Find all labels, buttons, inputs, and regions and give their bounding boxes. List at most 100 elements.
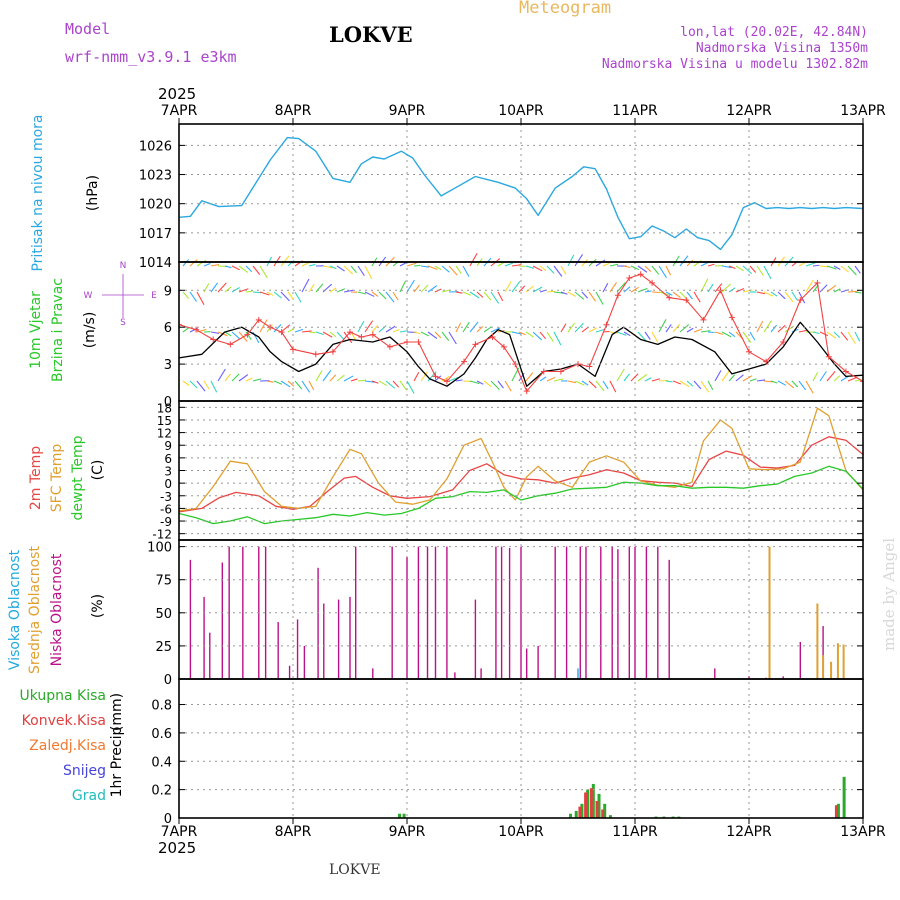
legend-hail: Grad <box>72 788 106 804</box>
wind-barb <box>805 262 816 267</box>
wind-barb <box>826 370 836 382</box>
pressure-line <box>179 136 863 251</box>
wind-barb <box>196 380 206 392</box>
wind-barb <box>371 325 379 333</box>
station-title: LOKVE <box>329 22 413 47</box>
cloud-tick-label: 50 <box>155 607 172 622</box>
wind-barb <box>476 291 484 298</box>
gust-marker <box>700 316 707 323</box>
wind-barb <box>854 291 862 294</box>
wind-barb <box>448 331 457 345</box>
total-precip-bar <box>842 776 846 818</box>
wind-barb <box>476 325 484 333</box>
wind-barb <box>441 289 451 293</box>
gust-marker <box>255 316 262 323</box>
wind-barb <box>518 285 526 293</box>
gust-marker <box>386 343 393 350</box>
wind-barb <box>427 265 438 270</box>
wind-barb <box>399 380 408 391</box>
wind-barb <box>406 262 417 267</box>
wind-barb <box>329 331 337 338</box>
gust-marker <box>329 348 336 355</box>
wind-barb <box>637 373 648 382</box>
wind-barb <box>602 282 609 293</box>
wind-barb <box>784 291 794 303</box>
wind-barb <box>413 264 421 267</box>
wind-barb <box>217 282 227 293</box>
gust-marker <box>860 378 863 385</box>
wind-barb <box>469 291 480 299</box>
wind-barb <box>273 255 281 267</box>
x-tick-label-top: 11APR <box>612 103 658 119</box>
wind-barb <box>539 265 547 272</box>
gust-marker <box>369 331 376 338</box>
wind-barb <box>196 259 207 267</box>
wind-barb <box>385 325 396 333</box>
meteogram-title: Meteogram <box>519 0 612 18</box>
gust-marker <box>825 353 832 360</box>
temperature-tick-label: -12 <box>152 528 172 542</box>
wind-barb <box>609 331 619 334</box>
gust-marker <box>814 279 821 286</box>
elevation-label: Nadmorska Visina 1350m <box>695 41 868 56</box>
gust-marker <box>746 348 752 355</box>
pressure-tick-label: 1023 <box>139 169 172 184</box>
x-tick-label-bottom: 7APR <box>161 824 198 840</box>
wind-barb <box>854 331 861 342</box>
wind-barb <box>672 380 682 385</box>
wind-barb <box>777 291 786 300</box>
wind-barb <box>497 291 504 302</box>
wind-barb <box>196 291 205 306</box>
wind-barb <box>693 380 702 390</box>
wind-barb <box>252 265 261 275</box>
wind-barb <box>245 290 253 293</box>
wind-barb <box>525 372 534 382</box>
wind-tick-label: 6 <box>164 321 172 336</box>
gust-marker <box>461 358 467 365</box>
wind-barb <box>644 331 651 340</box>
x-tick-label-bottom: 12APR <box>726 824 772 840</box>
wind-barb <box>539 331 546 340</box>
wind-barb <box>525 285 534 293</box>
wind-barb <box>420 265 430 268</box>
wind-barb <box>301 380 311 393</box>
wind-barb <box>336 331 345 340</box>
wind-barb <box>672 323 681 333</box>
gust-marker <box>290 346 296 353</box>
total-precip-bar <box>569 813 573 818</box>
total-precip-bar <box>402 813 406 818</box>
temperature-tick-label: 12 <box>157 427 172 441</box>
wind-barb <box>672 255 680 267</box>
total-precip-bar <box>580 803 584 818</box>
dewpoint-line <box>179 465 863 525</box>
wind-barb <box>343 265 354 275</box>
wind-barb <box>322 283 333 293</box>
wind-barb <box>182 380 190 386</box>
wind-barb <box>553 331 562 346</box>
wind-barb <box>259 319 268 333</box>
wind-barb <box>273 324 282 333</box>
wind-barb <box>679 291 689 302</box>
gust-marker <box>415 338 422 345</box>
wind-barb <box>707 263 715 267</box>
wind-barb <box>231 265 241 271</box>
wind-barb <box>574 291 585 300</box>
wind-barb <box>784 380 795 389</box>
wind-barb <box>700 330 711 333</box>
wind-barb <box>392 291 399 301</box>
gust-marker <box>728 314 735 321</box>
wind-barb <box>847 265 857 276</box>
wind-barb <box>420 331 430 337</box>
compass-west: W <box>84 291 93 301</box>
wind-barb <box>812 371 819 382</box>
gust-marker <box>683 297 690 304</box>
wind-barb <box>364 320 374 333</box>
wind-barb <box>490 291 500 304</box>
conv-precip-bar <box>584 792 588 818</box>
x-tick-label-top: 12APR <box>726 103 772 119</box>
wind-barb <box>602 380 609 390</box>
temperature-tick-label: -3 <box>160 490 172 504</box>
wind-barb <box>301 278 310 293</box>
legend-snow: Snijeg <box>63 763 106 779</box>
wind-barb <box>280 324 291 333</box>
